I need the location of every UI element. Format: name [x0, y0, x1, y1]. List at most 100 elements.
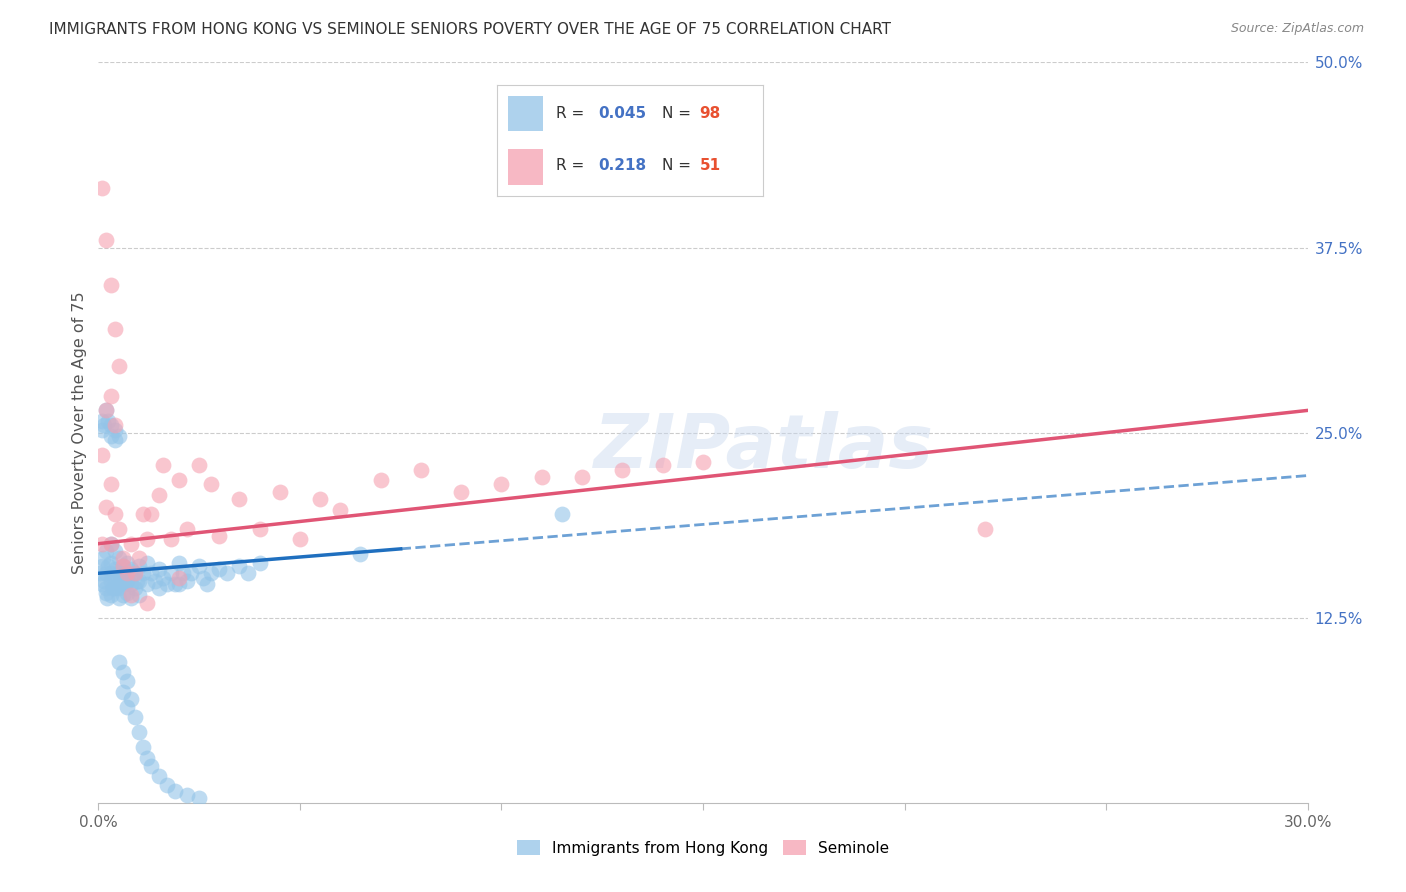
- Point: [111, 551, 134, 566]
- Point: [309, 492, 332, 507]
- Point: [114, 576, 136, 591]
- Point: [167, 576, 190, 591]
- Point: [143, 574, 166, 588]
- Point: [96, 403, 118, 417]
- Point: [101, 581, 124, 595]
- Point: [135, 751, 157, 765]
- Point: [148, 769, 170, 783]
- Point: [96, 403, 118, 417]
- Point: [124, 581, 146, 595]
- Point: [107, 522, 129, 536]
- Point: [115, 585, 138, 599]
- Point: [94, 585, 117, 599]
- Point: [139, 758, 162, 772]
- Point: [148, 581, 170, 595]
- Point: [96, 544, 118, 558]
- Point: [97, 414, 120, 428]
- Point: [120, 576, 142, 591]
- Point: [128, 724, 150, 739]
- Point: [103, 507, 125, 521]
- Point: [409, 462, 432, 476]
- Point: [128, 574, 150, 588]
- Text: Source: ZipAtlas.com: Source: ZipAtlas.com: [1230, 22, 1364, 36]
- Point: [105, 576, 128, 591]
- Point: [160, 566, 183, 581]
- Point: [156, 778, 179, 792]
- Point: [120, 589, 142, 603]
- Point: [249, 556, 271, 570]
- Point: [172, 566, 194, 581]
- Point: [91, 423, 114, 437]
- Point: [100, 574, 122, 588]
- Point: [100, 428, 122, 442]
- Point: [124, 710, 146, 724]
- Point: [100, 277, 122, 292]
- Point: [217, 566, 239, 581]
- Point: [692, 455, 714, 469]
- Text: ZIPatlas: ZIPatlas: [593, 411, 934, 484]
- Point: [551, 507, 574, 521]
- Point: [132, 739, 155, 754]
- Point: [91, 576, 114, 591]
- Point: [349, 547, 371, 561]
- Point: [176, 574, 198, 588]
- Point: [111, 589, 134, 603]
- Point: [91, 536, 114, 550]
- Point: [91, 558, 114, 573]
- Point: [148, 562, 170, 576]
- Point: [107, 566, 129, 581]
- Point: [148, 488, 170, 502]
- Point: [167, 556, 190, 570]
- Point: [100, 589, 122, 603]
- Point: [100, 418, 122, 433]
- Point: [115, 571, 138, 585]
- Point: [100, 556, 122, 570]
- Point: [176, 522, 198, 536]
- Point: [100, 536, 122, 550]
- Point: [91, 551, 114, 566]
- Point: [571, 470, 593, 484]
- Point: [111, 665, 134, 680]
- Point: [103, 322, 125, 336]
- Point: [91, 448, 114, 462]
- Point: [491, 477, 513, 491]
- Point: [107, 551, 129, 566]
- Point: [193, 571, 215, 585]
- Point: [104, 571, 127, 585]
- Point: [152, 571, 174, 585]
- Point: [100, 477, 122, 491]
- Point: [97, 558, 120, 573]
- Point: [111, 574, 134, 588]
- Point: [135, 533, 157, 547]
- Point: [107, 576, 129, 591]
- Point: [163, 576, 186, 591]
- Point: [152, 458, 174, 473]
- Point: [124, 566, 146, 581]
- Point: [93, 574, 115, 588]
- Point: [107, 655, 129, 669]
- Point: [107, 591, 129, 606]
- Point: [115, 566, 138, 581]
- Point: [103, 544, 125, 558]
- Point: [156, 576, 179, 591]
- Point: [135, 596, 157, 610]
- Point: [167, 571, 190, 585]
- Point: [115, 699, 138, 714]
- Point: [120, 536, 142, 550]
- Point: [89, 566, 111, 581]
- Point: [228, 558, 250, 573]
- Point: [120, 591, 142, 606]
- Point: [132, 507, 155, 521]
- Point: [125, 574, 148, 588]
- Point: [107, 359, 129, 373]
- Point: [103, 423, 125, 437]
- Point: [208, 529, 231, 543]
- Point: [120, 692, 142, 706]
- Point: [188, 458, 211, 473]
- Point: [91, 181, 114, 195]
- Point: [111, 558, 134, 573]
- Point: [135, 556, 157, 570]
- Point: [651, 458, 673, 473]
- Point: [128, 589, 150, 603]
- Point: [115, 674, 138, 689]
